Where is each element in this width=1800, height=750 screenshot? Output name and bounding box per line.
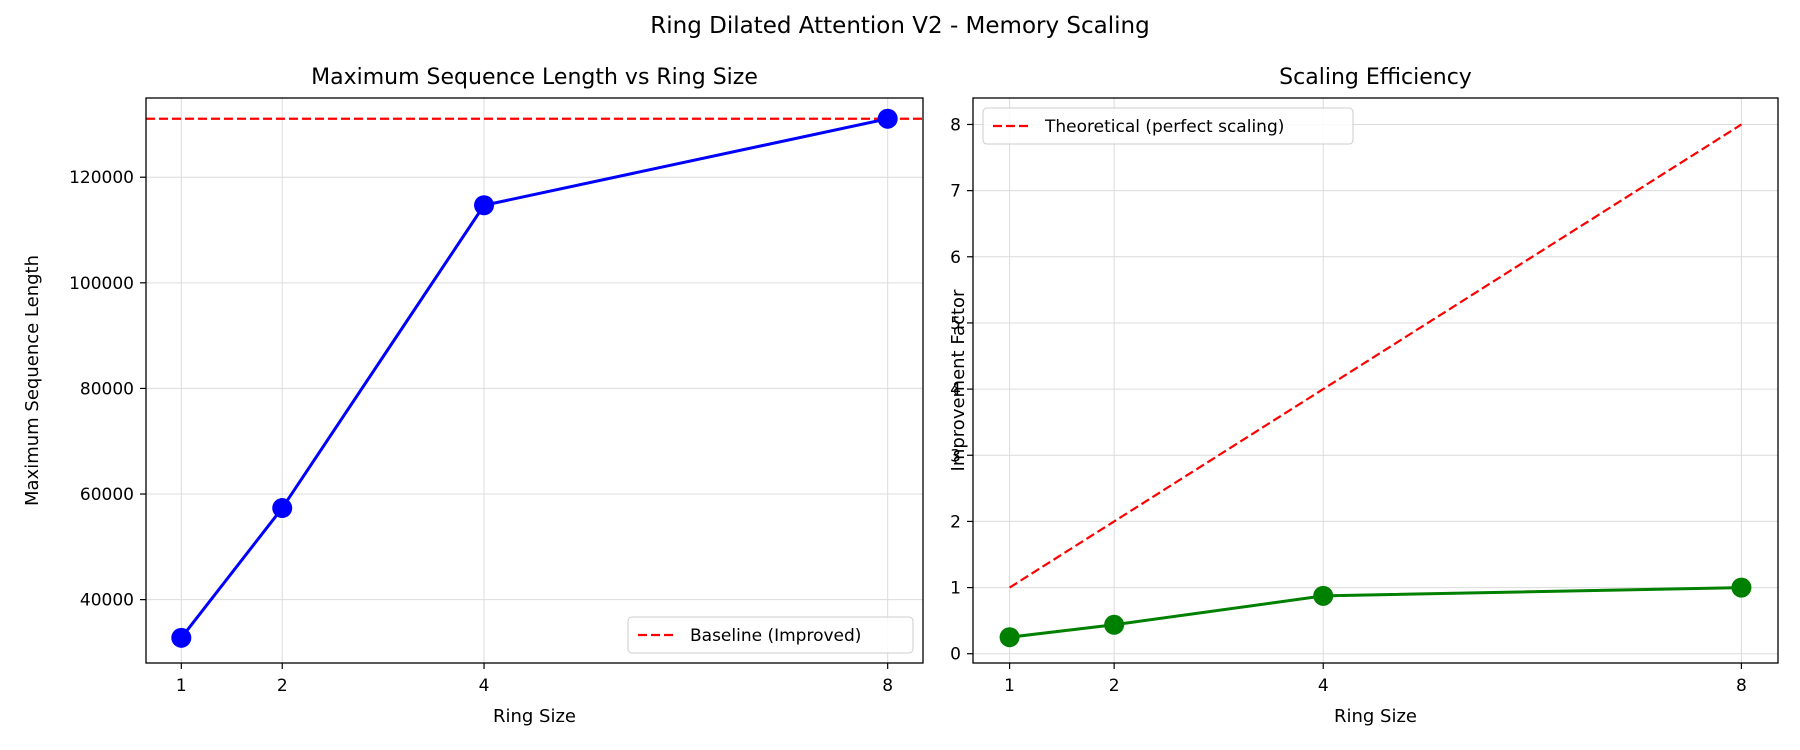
right-chart-y-tick-label: 2 bbox=[950, 512, 961, 532]
right-chart-series-1-point bbox=[1731, 577, 1752, 598]
left-chart-legend-label: Baseline (Improved) bbox=[690, 626, 861, 646]
left-chart-x-tick-label: 1 bbox=[176, 676, 187, 696]
left-chart-y-tick-label: 80000 bbox=[80, 379, 134, 399]
right-chart-y-tick-label: 3 bbox=[950, 446, 961, 466]
right-chart-y-tick-label: 5 bbox=[950, 314, 961, 334]
right-chart-x-tick-label: 2 bbox=[1109, 676, 1120, 696]
right-chart-axes-frame bbox=[972, 97, 1779, 664]
left-chart-x-axis-label: Ring Size bbox=[493, 706, 576, 727]
left-chart-y-tick-label: 100000 bbox=[69, 274, 134, 294]
right-chart-series-1-point bbox=[1104, 614, 1125, 635]
right-chart-x-tick-label: 1 bbox=[1004, 676, 1015, 696]
right-chart-plot-area bbox=[1009, 123, 1742, 639]
right-chart-y-tick-label: 6 bbox=[950, 248, 961, 268]
right-chart-y-tick-label: 4 bbox=[950, 380, 961, 400]
left-chart-legend: Baseline (Improved) bbox=[627, 616, 914, 654]
left-chart-x-tick-label: 2 bbox=[277, 676, 288, 696]
left-chart-series-0-line bbox=[180, 117, 888, 639]
right-chart-x-axis-label: Ring Size bbox=[1334, 706, 1417, 727]
right-chart-series-1-line bbox=[1009, 586, 1742, 639]
right-chart-y-tick-label: 7 bbox=[950, 182, 961, 202]
left-chart-series-0-point bbox=[474, 195, 495, 216]
right-chart-y-axis-label: Improvement Factor bbox=[948, 289, 969, 472]
left-chart-sequence-length: 1 2 4 8 40000 60000 80000 100000 120000 Maximum S… bbox=[22, 65, 924, 727]
right-chart-series-0-line bbox=[1009, 123, 1742, 589]
right-chart-legend-box bbox=[982, 107, 1354, 145]
right-chart-y-tick-label: 8 bbox=[950, 115, 961, 135]
left-chart-plot-area bbox=[146, 117, 923, 639]
right-chart-series-1-point bbox=[999, 627, 1020, 648]
right-chart-x-tick-label: 4 bbox=[1318, 676, 1329, 696]
left-chart-series-0-point bbox=[272, 498, 293, 519]
left-chart-y-tick-label: 60000 bbox=[80, 485, 134, 505]
left-chart-y-tick-label: 120000 bbox=[69, 168, 134, 188]
left-chart-series-0-point bbox=[171, 627, 192, 648]
figure-suptitle: Ring Dilated Attention V2 - Memory Scali… bbox=[650, 13, 1149, 39]
right-chart-scaling-efficiency: 1 2 4 8 0 1 2 3 4 5 6 7 8 Scaling Efficiency Ring Size… bbox=[948, 65, 1779, 727]
left-chart-y-tick-label: 40000 bbox=[80, 591, 134, 611]
left-chart-series-0-point bbox=[877, 108, 898, 129]
left-chart-legend-box bbox=[627, 616, 914, 654]
left-chart-x-tick-label: 8 bbox=[882, 676, 893, 696]
right-chart-y-tick-label: 0 bbox=[950, 645, 961, 665]
right-chart-series-1-point bbox=[1313, 585, 1334, 606]
left-chart-title: Maximum Sequence Length vs Ring Size bbox=[311, 65, 758, 90]
right-chart-x-tick-label: 8 bbox=[1736, 676, 1747, 696]
left-chart-x-tick-label: 4 bbox=[479, 676, 490, 696]
right-chart-y-tick-label: 1 bbox=[950, 579, 961, 599]
right-chart-legend: Theoretical (perfect scaling) bbox=[982, 107, 1354, 145]
right-chart-title: Scaling Efficiency bbox=[1279, 65, 1472, 90]
left-chart-y-axis-label: Maximum Sequence Length bbox=[22, 255, 43, 506]
left-chart-axes-frame bbox=[145, 97, 924, 664]
right-chart-legend-label: Theoretical (perfect scaling) bbox=[1044, 117, 1284, 137]
